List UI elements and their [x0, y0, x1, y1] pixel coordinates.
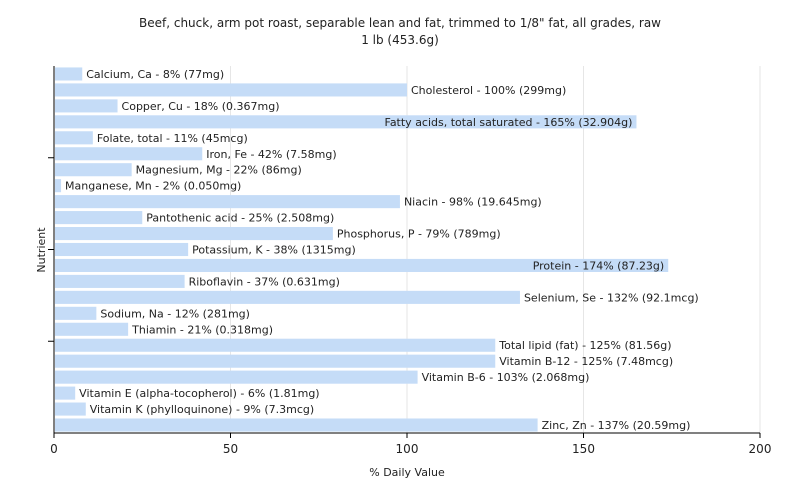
- bar-label: Total lipid (fat) - 125% (81.56g): [498, 339, 671, 352]
- bar: [55, 83, 407, 97]
- bar: [55, 274, 185, 288]
- bar-label: Calcium, Ca - 8% (77mg): [86, 68, 224, 81]
- chart-subtitle: 1 lb (453.6g): [361, 33, 439, 47]
- bar: [55, 290, 520, 304]
- y-axis-label: Nutrient: [35, 227, 48, 273]
- bar-label: Potassium, K - 38% (1315mg): [192, 244, 356, 257]
- bar: [55, 338, 496, 352]
- bar-label: Protein - 174% (87.23g): [533, 259, 665, 272]
- bar: [55, 386, 76, 400]
- bar-label: Manganese, Mn - 2% (0.050mg): [65, 180, 241, 193]
- bar-label: Thiamin - 21% (0.318mg): [131, 323, 273, 336]
- bar: [55, 322, 129, 336]
- bar-label: Vitamin K (phylloquinone) - 9% (7.3mcg): [90, 403, 314, 416]
- x-tick-label: 150: [572, 442, 595, 456]
- bar: [55, 195, 400, 209]
- bar: [55, 242, 189, 257]
- bar: [55, 418, 538, 432]
- x-tick-label: 100: [396, 442, 419, 456]
- bars: Calcium, Ca - 8% (77mg) Cholesterol - 100…: [55, 67, 699, 432]
- bar-label: Copper, Cu - 18% (0.367mg): [122, 100, 280, 113]
- bar-label: Vitamin B-12 - 125% (7.48mcg): [499, 355, 673, 368]
- bar: [55, 179, 62, 193]
- bar: [55, 99, 118, 113]
- x-tick-label: 50: [223, 442, 238, 456]
- bar-label: Magnesium, Mg - 22% (86mg): [136, 164, 302, 177]
- bar: [55, 258, 669, 272]
- bar-label: Pantothenic acid - 25% (2.508mg): [146, 212, 334, 225]
- bar: [55, 115, 637, 129]
- bar: [55, 306, 97, 320]
- bar: [55, 354, 496, 368]
- bar: [55, 163, 132, 177]
- x-ticks: 0 50 100 150 200: [50, 433, 771, 456]
- bar-label: Sodium, Na - 12% (281mg): [100, 307, 250, 320]
- x-tick-label: 0: [50, 442, 58, 456]
- bar: [55, 131, 93, 145]
- bar: [55, 370, 418, 384]
- bar-label: Vitamin E (alpha-tocopherol) - 6% (1.81m…: [79, 387, 319, 400]
- y-ticks: [48, 157, 54, 342]
- bar: [55, 402, 86, 416]
- bar: [55, 227, 333, 241]
- bar-label: Vitamin B-6 - 103% (2.068mg): [422, 371, 590, 384]
- x-tick-label: 200: [749, 442, 772, 456]
- bar-label: Phosphorus, P - 79% (789mg): [337, 228, 501, 241]
- bar-label: Iron, Fe - 42% (7.58mg): [206, 148, 336, 161]
- bar-label: Cholesterol - 100% (299mg): [411, 84, 566, 97]
- bar: [55, 67, 83, 81]
- x-axis-label: % Daily Value: [369, 466, 445, 479]
- chart-title: Beef, chuck, arm pot roast, separable le…: [139, 16, 661, 30]
- bar: [55, 211, 143, 225]
- bar-label: Selenium, Se - 132% (92.1mcg): [524, 291, 699, 304]
- bar-label: Niacin - 98% (19.645mg): [404, 196, 542, 209]
- bar-label: Riboflavin - 37% (0.631mg): [189, 275, 340, 288]
- bar-label: Folate, total - 11% (45mcg): [97, 132, 248, 145]
- bar-label: Fatty acids, total saturated - 165% (32.…: [385, 116, 633, 129]
- bar: [55, 147, 203, 161]
- bar-label: Zinc, Zn - 137% (20.59mg): [542, 419, 691, 432]
